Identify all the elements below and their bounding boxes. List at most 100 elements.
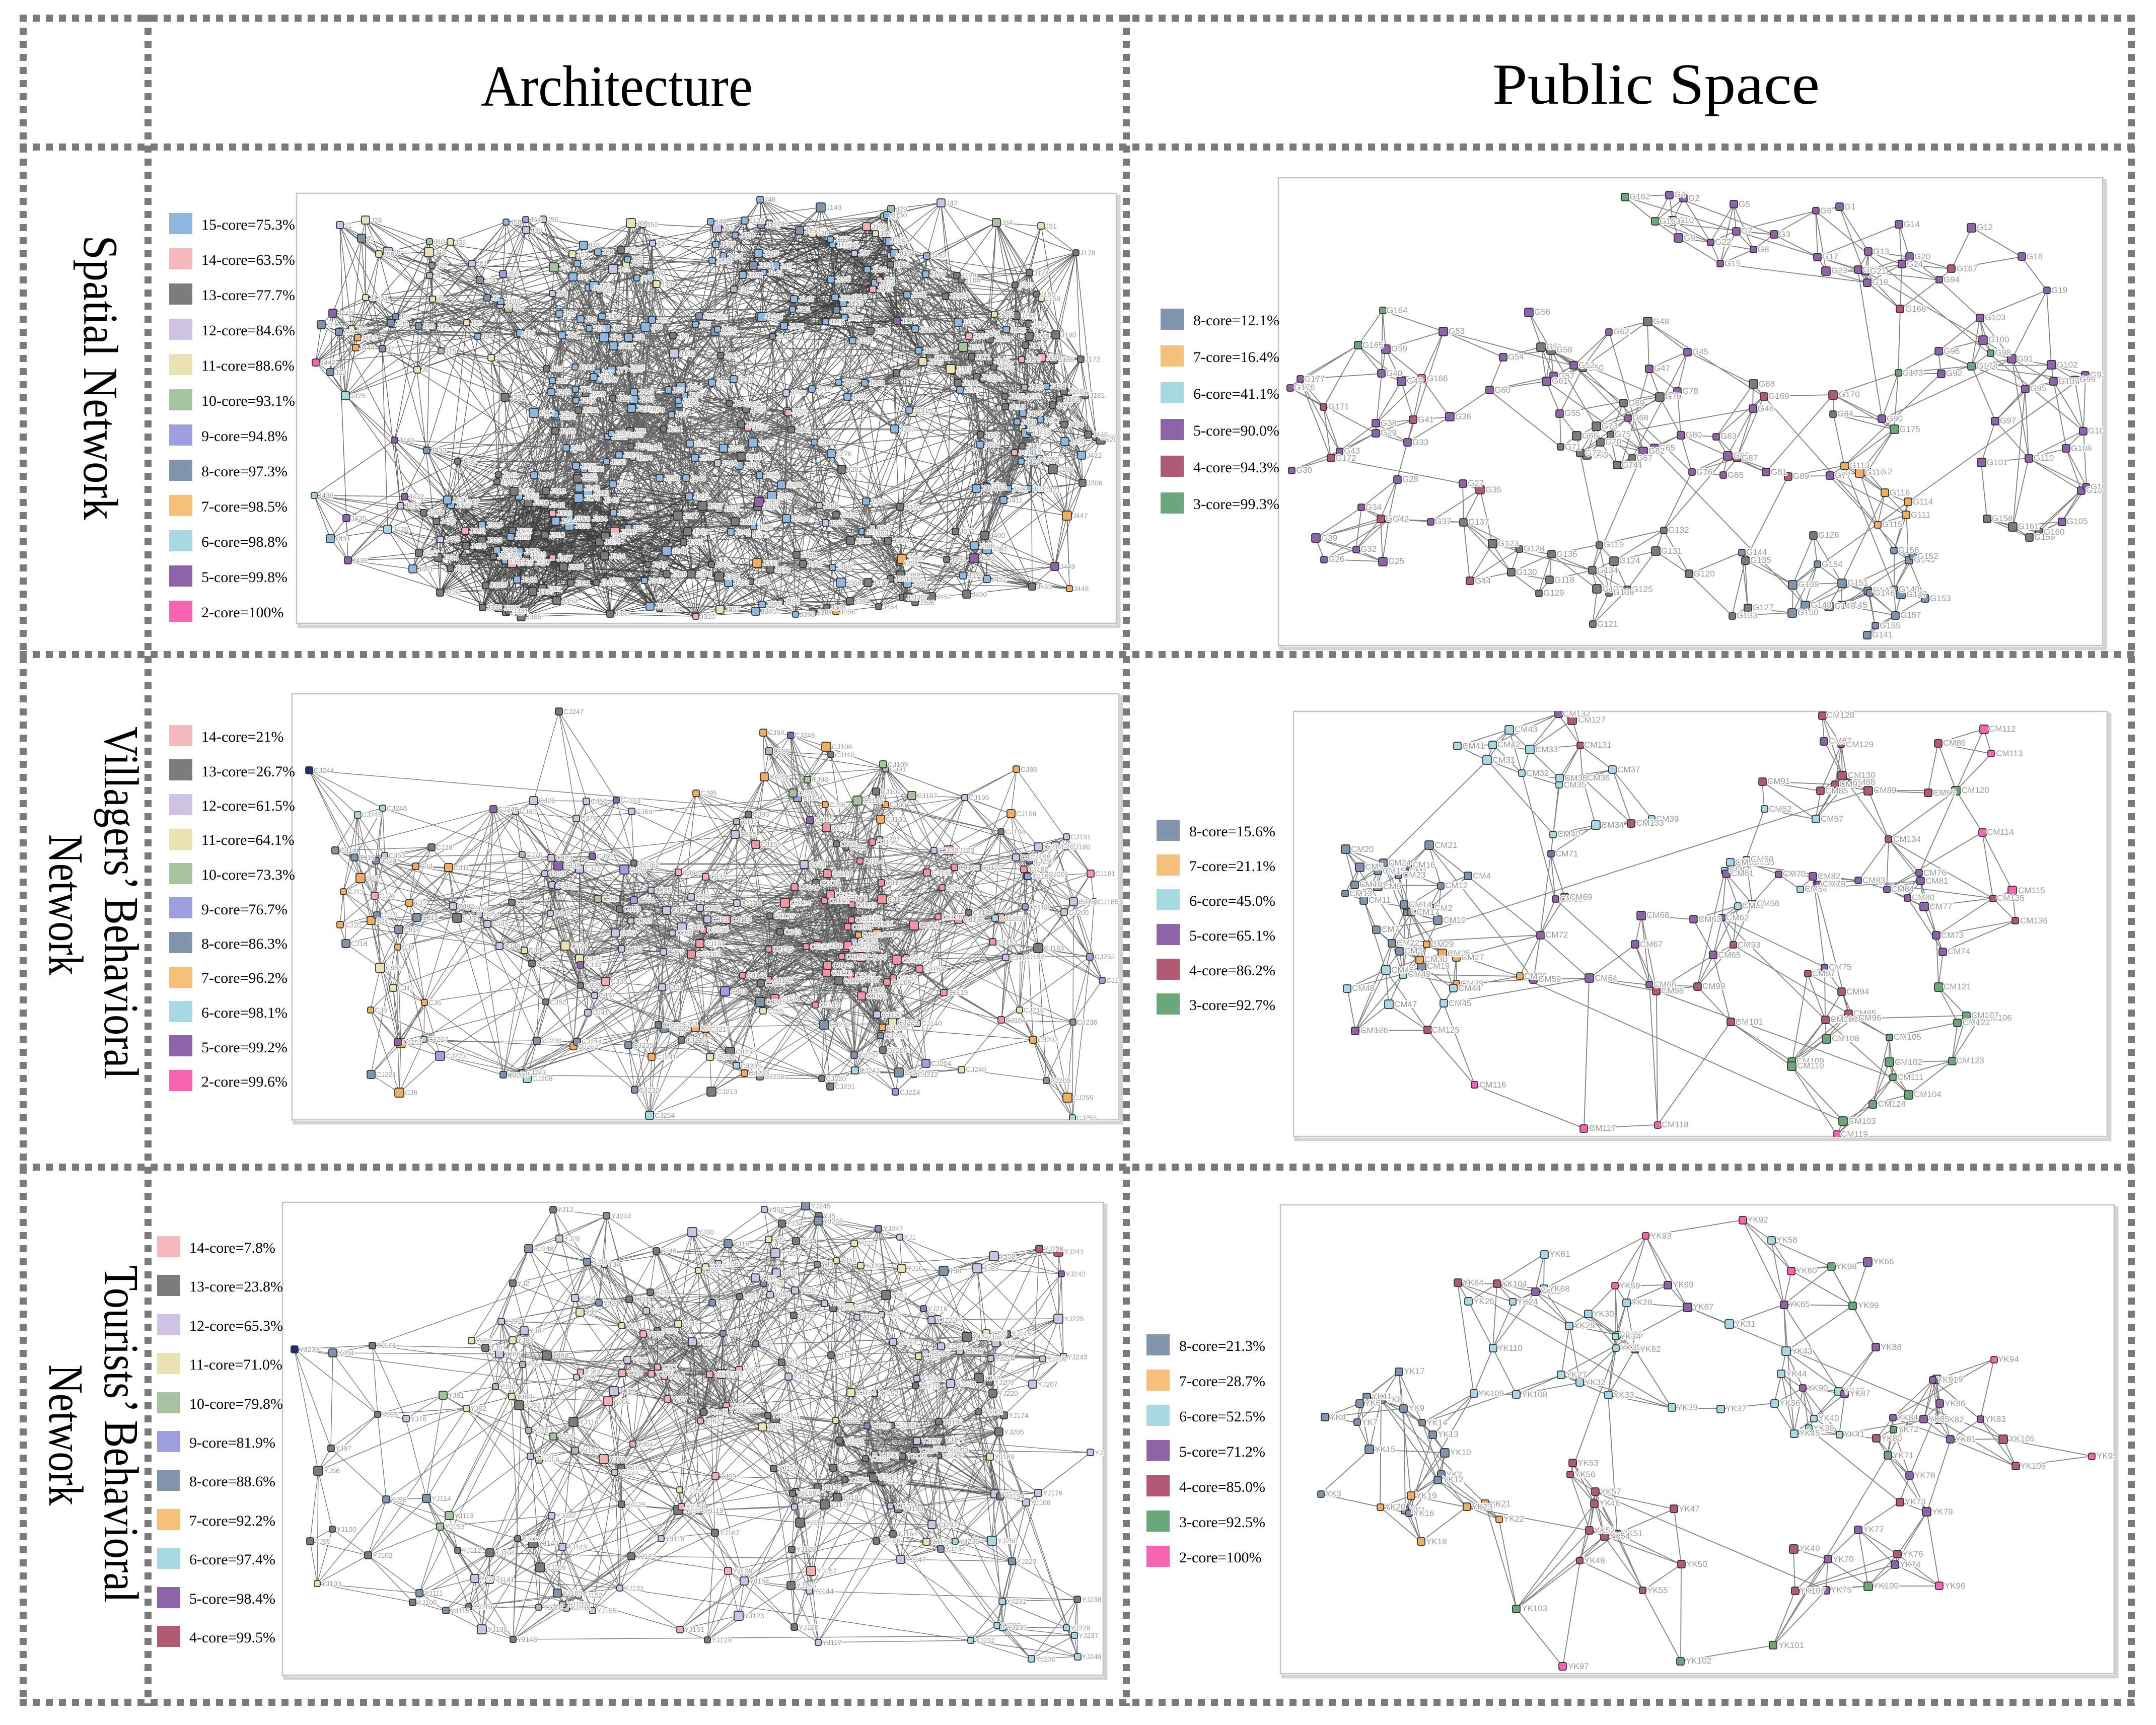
svg-text:CM104: CM104	[1914, 1090, 1942, 1099]
svg-text:13-core=23.8%: 13-core=23.8%	[189, 1278, 283, 1295]
svg-text:G127: G127	[1753, 603, 1774, 612]
svg-text:YJ238: YJ238	[1082, 1596, 1102, 1604]
svg-text:CJ29: CJ29	[585, 981, 601, 989]
svg-text:G139: G139	[1798, 580, 1819, 589]
svg-text:G176: G176	[1294, 383, 1315, 392]
svg-text:CM105: CM105	[1894, 1032, 1921, 1042]
svg-text:J138: J138	[872, 223, 887, 231]
svg-text:14-core=7.8%: 14-core=7.8%	[189, 1240, 275, 1256]
svg-text:CJ144: CJ144	[946, 884, 967, 892]
svg-text:CJ145: CJ145	[846, 953, 867, 961]
svg-text:J139: J139	[973, 332, 989, 340]
svg-text:J62: J62	[593, 324, 605, 332]
svg-text:J53: J53	[577, 250, 589, 258]
svg-text:J112: J112	[834, 235, 849, 243]
svg-text:J400: J400	[990, 531, 1005, 539]
svg-text:CJ150: CJ150	[882, 1011, 902, 1019]
svg-text:YK105: YK105	[2009, 1434, 2035, 1444]
svg-text:J448: J448	[1073, 585, 1089, 593]
svg-text:G68: G68	[1632, 413, 1648, 422]
svg-text:YJ66: YJ66	[609, 1455, 625, 1463]
svg-text:G95: G95	[2030, 384, 2046, 393]
svg-text:J322: J322	[517, 527, 532, 535]
svg-text:YJ119: YJ119	[704, 1506, 724, 1515]
svg-text:G149: G149	[1834, 601, 1855, 611]
svg-text:YJ193: YJ193	[949, 1446, 969, 1454]
svg-text:J74: J74	[610, 333, 621, 341]
svg-text:G33: G33	[1412, 438, 1428, 447]
svg-text:YK54: YK54	[1609, 1531, 1630, 1541]
svg-text:CJ10: CJ10	[344, 921, 361, 929]
svg-text:YJ13: YJ13	[886, 1311, 902, 1319]
svg-text:YJ43: YJ43	[710, 1263, 726, 1271]
svg-text:CM21: CM21	[1434, 840, 1457, 850]
svg-text:G78: G78	[1682, 386, 1698, 396]
svg-text:CM28: CM28	[1461, 979, 1483, 988]
svg-text:J446: J446	[980, 554, 995, 562]
svg-text:YJ68: YJ68	[627, 1369, 643, 1377]
svg-text:6-core=41.1%: 6-core=41.1%	[1193, 386, 1279, 402]
svg-text:CJ165: CJ165	[902, 956, 923, 964]
svg-text:YJ235: YJ235	[1007, 1623, 1027, 1631]
svg-text:J384: J384	[725, 572, 740, 581]
svg-text:YJ243: YJ243	[1067, 1353, 1088, 1361]
svg-text:CJ126: CJ126	[942, 913, 963, 921]
svg-text:G103: G103	[1985, 313, 2006, 322]
svg-text:J246: J246	[690, 474, 706, 482]
svg-text:CJ152: CJ152	[897, 974, 918, 982]
svg-text:J8: J8	[393, 248, 401, 256]
svg-text:CJ34: CJ34	[564, 861, 581, 870]
svg-text:J7: J7	[387, 345, 394, 353]
svg-text:J38: J38	[738, 285, 750, 294]
svg-text:CM37: CM37	[1617, 765, 1640, 774]
svg-text:J29: J29	[896, 205, 907, 213]
svg-text:J177: J177	[1057, 401, 1072, 409]
svg-text:2-core=99.6%: 2-core=99.6%	[201, 1073, 288, 1090]
svg-text:CJ224: CJ224	[900, 1088, 920, 1096]
svg-text:YJ180: YJ180	[903, 1504, 923, 1513]
svg-text:YK62: YK62	[1640, 1344, 1661, 1354]
svg-text:J374: J374	[831, 604, 846, 612]
svg-text:YJ107: YJ107	[567, 1600, 587, 1608]
svg-text:CJ234: CJ234	[714, 1053, 735, 1061]
svg-text:J148: J148	[799, 295, 814, 303]
svg-text:YJ71: YJ71	[662, 1363, 678, 1371]
svg-text:YK26: YK26	[1473, 1297, 1494, 1306]
svg-text:YJ242: YJ242	[1065, 1270, 1086, 1278]
svg-text:YK8: YK8	[1386, 1395, 1402, 1404]
svg-text:CJ109: CJ109	[888, 760, 908, 768]
svg-text:YJ184: YJ184	[856, 1389, 876, 1397]
svg-text:J12: J12	[471, 319, 482, 327]
svg-text:J285: J285	[582, 472, 597, 480]
svg-text:YJ51: YJ51	[892, 1291, 908, 1299]
svg-text:YJ194: YJ194	[1004, 1492, 1025, 1500]
svg-text:J457: J457	[725, 605, 741, 613]
svg-text:YK39: YK39	[1677, 1403, 1698, 1412]
svg-text:J444: J444	[360, 343, 375, 351]
svg-text:G20: G20	[1914, 252, 1930, 261]
svg-text:12-core=65.3%: 12-core=65.3%	[189, 1318, 283, 1334]
svg-text:J191: J191	[985, 431, 1000, 439]
svg-text:J266: J266	[764, 471, 779, 479]
svg-text:CJ185: CJ185	[1098, 898, 1119, 906]
svg-text:CJ41: CJ41	[592, 1009, 609, 1017]
svg-text:CJ110: CJ110	[835, 751, 855, 759]
svg-text:J4: J4	[434, 271, 441, 279]
svg-text:CJ169: CJ169	[891, 978, 912, 986]
svg-text:CM60: CM60	[1560, 894, 1583, 904]
svg-text:J421: J421	[1045, 486, 1061, 494]
svg-text:CM33: CM33	[1535, 745, 1558, 754]
svg-text:J42: J42	[946, 199, 958, 207]
svg-text:CJ13: CJ13	[347, 888, 364, 896]
svg-text:J217: J217	[539, 409, 555, 417]
svg-text:J17: J17	[370, 294, 381, 302]
svg-text:J50: J50	[547, 215, 559, 224]
svg-text:YK104: YK104	[1501, 1279, 1527, 1288]
svg-text:YJ158: YJ158	[686, 1503, 706, 1511]
svg-text:CJ96: CJ96	[829, 801, 846, 809]
svg-text:J153: J153	[848, 299, 864, 307]
svg-text:Tourists’ Behavioral: Tourists’ Behavioral	[94, 1265, 148, 1603]
svg-text:CJ135: CJ135	[773, 945, 794, 953]
svg-text:CJ5: CJ5	[375, 1006, 387, 1014]
svg-text:CJ253: CJ253	[1076, 1114, 1097, 1122]
